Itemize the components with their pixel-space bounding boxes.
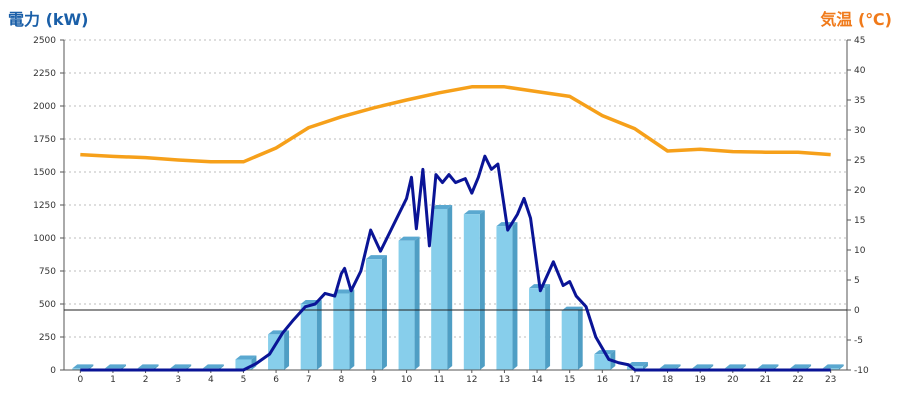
bar-top [757, 364, 779, 369]
right-tick-label: 20 [854, 186, 866, 196]
bar-side [316, 300, 322, 370]
grid-lines [64, 39, 847, 338]
bar-top [170, 364, 192, 369]
x-tick-label: 6 [273, 375, 279, 385]
bar-top [72, 364, 94, 369]
left-axis-title: 電力 (kW) [8, 10, 89, 29]
right-tick-label: -5 [854, 336, 863, 346]
bar [333, 293, 350, 370]
x-tick-label: 15 [564, 375, 575, 385]
bar-side [447, 204, 453, 370]
tick-labels: 02505007501000125015001750200022502500-1… [33, 36, 869, 385]
right-axis-title: 気温 (℃) [820, 10, 892, 29]
x-tick-label: 21 [760, 375, 771, 385]
x-tick-label: 23 [825, 375, 836, 385]
bar-side [284, 330, 290, 370]
left-tick-label: 750 [39, 267, 56, 277]
bar-series [72, 204, 844, 370]
x-tick-label: 9 [371, 375, 377, 385]
x-tick-label: 16 [597, 375, 609, 385]
bar-side [577, 306, 583, 370]
left-tick-label: 1750 [33, 135, 56, 145]
bar [431, 208, 448, 370]
right-tick-label: 30 [854, 126, 866, 136]
bar [268, 334, 285, 370]
bar-side [381, 255, 387, 370]
temperature-line [80, 85, 831, 164]
bar [398, 240, 415, 370]
x-tick-label: 3 [175, 375, 181, 385]
x-tick-label: 12 [466, 375, 477, 385]
bar-top [235, 355, 257, 360]
bar-top [137, 364, 159, 369]
bar-top [790, 364, 812, 369]
x-tick-label: 22 [792, 375, 803, 385]
line-series [80, 85, 831, 372]
right-tick-label: 45 [854, 36, 865, 46]
bar-side [838, 364, 844, 370]
bar [529, 288, 546, 370]
bar-side [512, 222, 518, 370]
bar-side [349, 289, 355, 370]
x-tick-label: 17 [629, 375, 640, 385]
x-tick-label: 4 [208, 375, 214, 385]
x-tick-label: 13 [499, 375, 510, 385]
x-tick-label: 20 [727, 375, 739, 385]
bar [496, 226, 513, 370]
x-tick-label: 5 [241, 375, 247, 385]
bar [626, 366, 643, 370]
bar [365, 259, 382, 370]
left-tick-label: 1000 [33, 234, 56, 244]
right-tick-label: 10 [854, 246, 866, 256]
right-tick-label: 15 [854, 216, 865, 226]
bar-top [431, 204, 453, 209]
power-line [80, 154, 831, 372]
bar-top [365, 255, 387, 260]
right-tick-label: 0 [854, 306, 860, 316]
x-tick-label: 8 [338, 375, 344, 385]
bar-top [398, 236, 420, 241]
x-tick-label: 2 [143, 375, 149, 385]
x-tick-label: 0 [77, 375, 83, 385]
bar [300, 304, 317, 370]
bar-side [642, 362, 648, 370]
bar-top [724, 364, 746, 369]
bar [463, 214, 480, 370]
x-tick-label: 18 [662, 375, 674, 385]
left-tick-label: 2250 [33, 69, 56, 79]
bar-top [626, 362, 648, 367]
x-tick-label: 19 [694, 375, 706, 385]
left-tick-label: 500 [39, 300, 56, 310]
right-tick-label: 40 [854, 66, 866, 76]
x-tick-label: 14 [531, 375, 543, 385]
left-tick-label: 1500 [33, 168, 56, 178]
right-tick-label: -10 [854, 366, 869, 376]
bar-top [202, 364, 224, 369]
bar-top [822, 364, 844, 369]
left-tick-label: 2500 [33, 36, 56, 46]
right-tick-label: 35 [854, 96, 865, 106]
bar-top [692, 364, 714, 369]
x-tick-label: 7 [306, 375, 312, 385]
right-tick-label: 25 [854, 156, 865, 166]
x-tick-label: 11 [433, 375, 444, 385]
bar-top [333, 289, 355, 294]
bar [594, 354, 611, 370]
bar [561, 310, 578, 370]
bar-top [463, 210, 485, 215]
bar-top [659, 364, 681, 369]
left-tick-label: 1250 [33, 201, 56, 211]
bar-top [104, 364, 126, 369]
bar-side [545, 284, 551, 370]
left-tick-label: 2000 [33, 102, 56, 112]
bar-side [479, 210, 485, 370]
left-tick-label: 250 [39, 333, 56, 343]
left-tick-label: 0 [50, 366, 56, 376]
x-tick-label: 10 [401, 375, 413, 385]
bar [235, 359, 252, 370]
bar-side [414, 236, 420, 370]
x-tick-label: 1 [110, 375, 116, 385]
right-tick-label: 5 [854, 276, 860, 286]
